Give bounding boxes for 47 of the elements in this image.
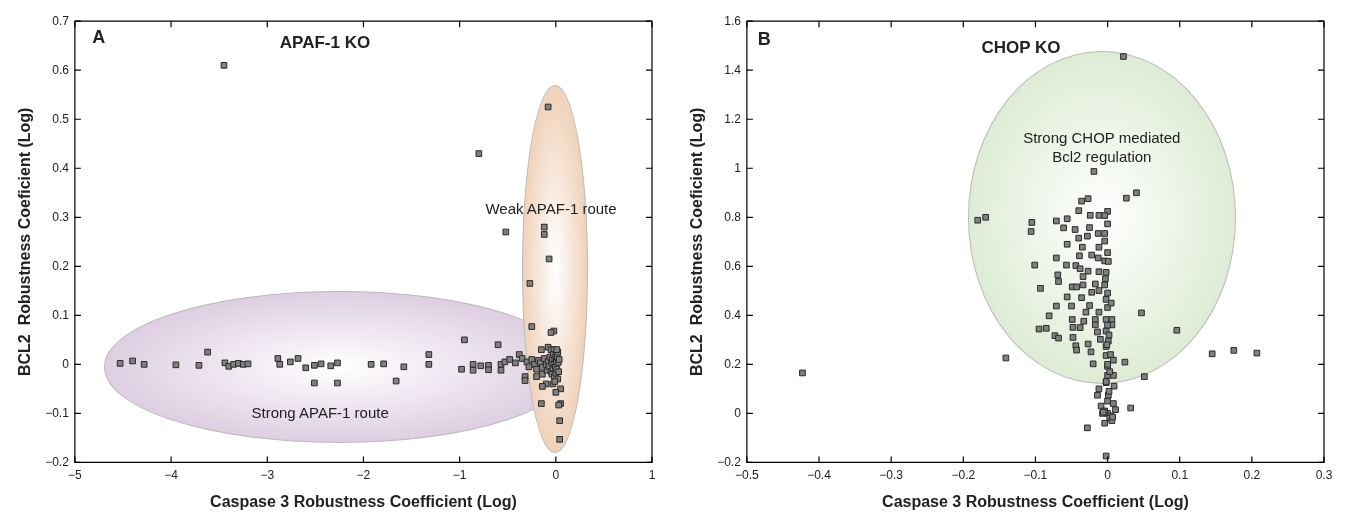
y-tick-label: 0.2 [52, 258, 70, 273]
x-axis-title: Caspase 3 Robustness Coefficient (Log) [210, 492, 517, 510]
x-tick-label: 0 [552, 467, 560, 482]
y-tick-label: 0.1 [52, 307, 70, 322]
y-tick-label: 0.4 [52, 160, 70, 175]
y-axis-title: BCL2 Robustness Coeficient (Log) [688, 107, 706, 377]
y-tick-label: 1.4 [724, 62, 742, 77]
y-tick-label: −0.1 [45, 405, 70, 420]
x-tick-label: 0 [1104, 467, 1112, 482]
annotation: Strong CHOP mediated Bcl2 regulation [1023, 129, 1181, 166]
x-tick-label: 0.3 [1315, 467, 1333, 482]
annotation: B [757, 28, 771, 49]
x-tick-label: −0.4 [807, 467, 832, 482]
y-tick-label: −0.2 [717, 454, 742, 469]
y-tick-label: 0.3 [52, 209, 70, 224]
y-tick-label: −0.2 [45, 454, 70, 469]
y-tick-label: 1 [734, 160, 742, 175]
x-tick-label: −2 [356, 467, 371, 482]
x-tick-label: −0.1 [1023, 467, 1048, 482]
x-tick-label: 0.2 [1243, 467, 1261, 482]
x-tick-label: −5 [68, 467, 83, 482]
x-tick-label: −0.2 [951, 467, 976, 482]
annotation: Weak APAF-1 route [485, 200, 617, 218]
y-tick-label: 0 [62, 356, 70, 371]
y-tick-label: 1.6 [724, 13, 742, 28]
x-tick-label: −0.3 [879, 467, 904, 482]
y-tick-label: 0.5 [52, 111, 70, 126]
y-tick-label: 0.6 [724, 258, 742, 273]
y-axis-title: BCL2 Robustness Coeficient (Log) [16, 107, 34, 377]
y-tick-label: 0.2 [724, 356, 742, 371]
text: CHOP KO [981, 37, 1061, 57]
x-tick-label: 0.1 [1171, 467, 1189, 482]
y-tick-label: 0.4 [724, 307, 742, 322]
x-tick-label: −1 [452, 467, 467, 482]
x-tick-label: 1 [648, 467, 656, 482]
y-tick-label: 0 [734, 405, 742, 420]
x-tick-label: −4 [164, 467, 179, 482]
x-axis-title: Caspase 3 Robustness Coefficient (Log) [882, 492, 1189, 510]
y-tick-label: 0.8 [724, 209, 742, 224]
y-tick-label: 0.6 [52, 62, 70, 77]
x-tick-label: −3 [260, 467, 275, 482]
y-tick-label: 1.2 [724, 111, 742, 126]
annotation: Strong APAF-1 route [251, 403, 389, 421]
x-tick-label: −0.5 [735, 467, 760, 482]
y-tick-label: 0.7 [52, 13, 70, 28]
text: APAF-1 KO [279, 32, 371, 52]
annotation: A [92, 27, 106, 48]
